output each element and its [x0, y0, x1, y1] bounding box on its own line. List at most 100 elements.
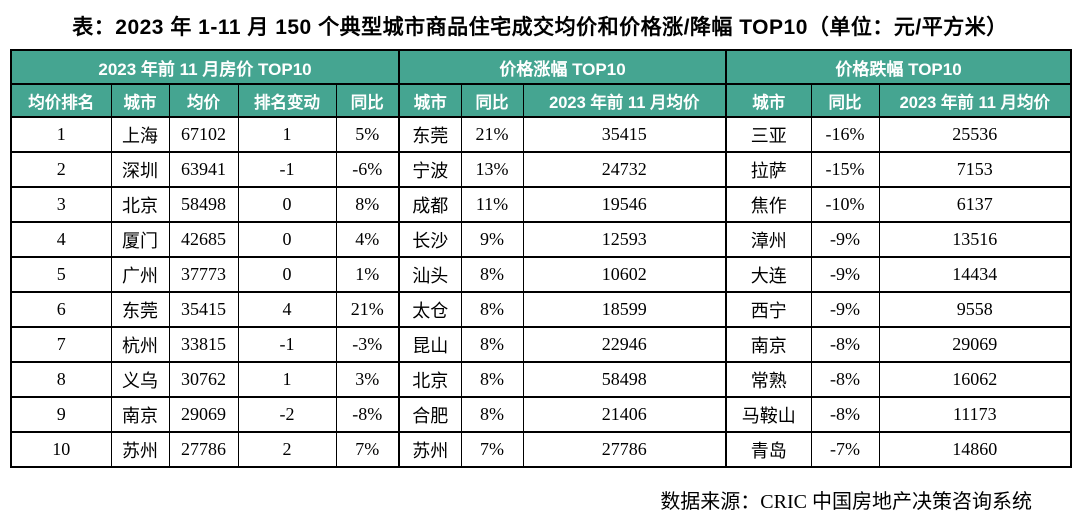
table-cell: 三亚: [725, 116, 812, 153]
table-cell: 9: [10, 396, 112, 433]
table-cell: 14434: [878, 256, 1072, 293]
table-row: 10 苏州 27786 2 7% 苏州 7% 27786 青岛 -7% 14860: [10, 431, 1072, 468]
table-cell: 常熟: [725, 361, 812, 398]
table-cell: 8: [10, 361, 112, 398]
table-cell: 19546: [522, 186, 727, 223]
table-cell: 3: [10, 186, 112, 223]
table-cell: 18599: [522, 291, 727, 328]
col-header-city-2: 城市: [398, 83, 462, 118]
table-cell: 58498: [522, 361, 727, 398]
table-row: 4 厦门 42685 0 4% 长沙 9% 12593 漳州 -9% 13516: [10, 221, 1072, 258]
col-header-yoy-2: 同比: [460, 83, 524, 118]
housing-price-table: 2023 年前 11 月房价 TOP10 价格涨幅 TOP10 价格跌幅 TOP…: [10, 49, 1073, 468]
col-header-avg-price-2023-dec: 2023 年前 11 月均价: [878, 83, 1072, 118]
table-row: 1 上海 67102 1 5% 东莞 21% 35415 三亚 -16% 25536: [10, 116, 1072, 153]
table-cell: -1: [237, 151, 337, 188]
table-cell: 7%: [335, 431, 400, 468]
table-row: 6 东莞 35415 4 21% 太仓 8% 18599 西宁 -9% 9558: [10, 291, 1072, 328]
table-cell: 长沙: [398, 221, 462, 258]
table-cell: 北京: [110, 186, 170, 223]
table-cell: -15%: [810, 151, 880, 188]
table-cell: 21%: [335, 291, 400, 328]
table-cell: 9%: [460, 221, 524, 258]
table-cell: 广州: [110, 256, 170, 293]
table-cell: 6: [10, 291, 112, 328]
table-cell: 9558: [878, 291, 1072, 328]
table-cell: 东莞: [398, 116, 462, 153]
table-row: 3 北京 58498 0 8% 成都 11% 19546 焦作 -10% 6137: [10, 186, 1072, 223]
table-cell: 南京: [725, 326, 812, 363]
table-cell: -8%: [335, 396, 400, 433]
table-cell: 7: [10, 326, 112, 363]
table-cell: 10: [10, 431, 112, 468]
table-cell: 8%: [460, 256, 524, 293]
table-cell: -8%: [810, 326, 880, 363]
table-cell: 12593: [522, 221, 727, 258]
table-cell: 37773: [168, 256, 239, 293]
table-cell: 35415: [522, 116, 727, 153]
table-cell: 8%: [460, 291, 524, 328]
section-title-avg-price-top10: 2023 年前 11 月房价 TOP10: [10, 49, 400, 85]
table-cell: 2: [10, 151, 112, 188]
table-cell: 21%: [460, 116, 524, 153]
data-source-note: 数据来源：CRIC 中国房地产决策咨询系统: [660, 491, 1032, 513]
table-cell: 35415: [168, 291, 239, 328]
table-cell: 苏州: [398, 431, 462, 468]
table-cell: 成都: [398, 186, 462, 223]
table-cell: 3%: [335, 361, 400, 398]
table-cell: -10%: [810, 186, 880, 223]
table-cell: -7%: [810, 431, 880, 468]
table-cell: 21406: [522, 396, 727, 433]
section-title-price-decrease-top10: 价格跌幅 TOP10: [725, 49, 1072, 85]
table-cell: 5: [10, 256, 112, 293]
table-cell: 29069: [878, 326, 1072, 363]
table-cell: 东莞: [110, 291, 170, 328]
table-cell: 11173: [878, 396, 1072, 433]
col-header-yoy-3: 同比: [810, 83, 880, 118]
col-header-city-1: 城市: [110, 83, 170, 118]
table-cell: 拉萨: [725, 151, 812, 188]
table-cell: 1: [10, 116, 112, 153]
table-cell: 63941: [168, 151, 239, 188]
table-cell: 北京: [398, 361, 462, 398]
table-cell: 太仓: [398, 291, 462, 328]
section-header-row: 2023 年前 11 月房价 TOP10 价格涨幅 TOP10 价格跌幅 TOP…: [10, 49, 1072, 85]
table-cell: 67102: [168, 116, 239, 153]
col-header-avg-price-rank: 均价排名: [10, 83, 112, 118]
table-cell: 合肥: [398, 396, 462, 433]
table-cell: 青岛: [725, 431, 812, 468]
table-row: 5 广州 37773 0 1% 汕头 8% 10602 大连 -9% 14434: [10, 256, 1072, 293]
table-cell: 24732: [522, 151, 727, 188]
column-header-row: 均价排名 城市 均价 排名变动 同比 城市 同比 2023 年前 11 月均价 …: [10, 83, 1072, 118]
table-cell: 8%: [460, 326, 524, 363]
table-cell: 13516: [878, 221, 1072, 258]
section-title-price-increase-top10: 价格涨幅 TOP10: [397, 49, 727, 85]
table-cell: -9%: [810, 221, 880, 258]
table-cell: 1: [237, 116, 337, 153]
table-cell: 25536: [878, 116, 1072, 153]
table-cell: -9%: [810, 291, 880, 328]
table-cell: 5%: [335, 116, 400, 153]
table-row: 8 义乌 30762 1 3% 北京 8% 58498 常熟 -8% 16062: [10, 361, 1072, 398]
table-cell: 漳州: [725, 221, 812, 258]
table-cell: 58498: [168, 186, 239, 223]
table-cell: 昆山: [398, 326, 462, 363]
table-cell: 10602: [522, 256, 727, 293]
table-cell: 马鞍山: [725, 396, 812, 433]
table-cell: 6137: [878, 186, 1072, 223]
table-cell: 13%: [460, 151, 524, 188]
col-header-avg-price-2023-inc: 2023 年前 11 月均价: [522, 83, 727, 118]
table-cell: 1: [237, 361, 337, 398]
table-cell: 7%: [460, 431, 524, 468]
table-cell: 杭州: [110, 326, 170, 363]
col-header-city-3: 城市: [725, 83, 812, 118]
table-cell: -2: [237, 396, 337, 433]
table-cell: 11%: [460, 186, 524, 223]
table-row: 2 深圳 63941 -1 -6% 宁波 13% 24732 拉萨 -15% 7153: [10, 151, 1072, 188]
table-cell: 29069: [168, 396, 239, 433]
col-header-rank-change: 排名变动: [237, 83, 337, 118]
table-cell: 深圳: [110, 151, 170, 188]
table-cell: 30762: [168, 361, 239, 398]
table-cell: 2: [237, 431, 337, 468]
table-cell: 大连: [725, 256, 812, 293]
